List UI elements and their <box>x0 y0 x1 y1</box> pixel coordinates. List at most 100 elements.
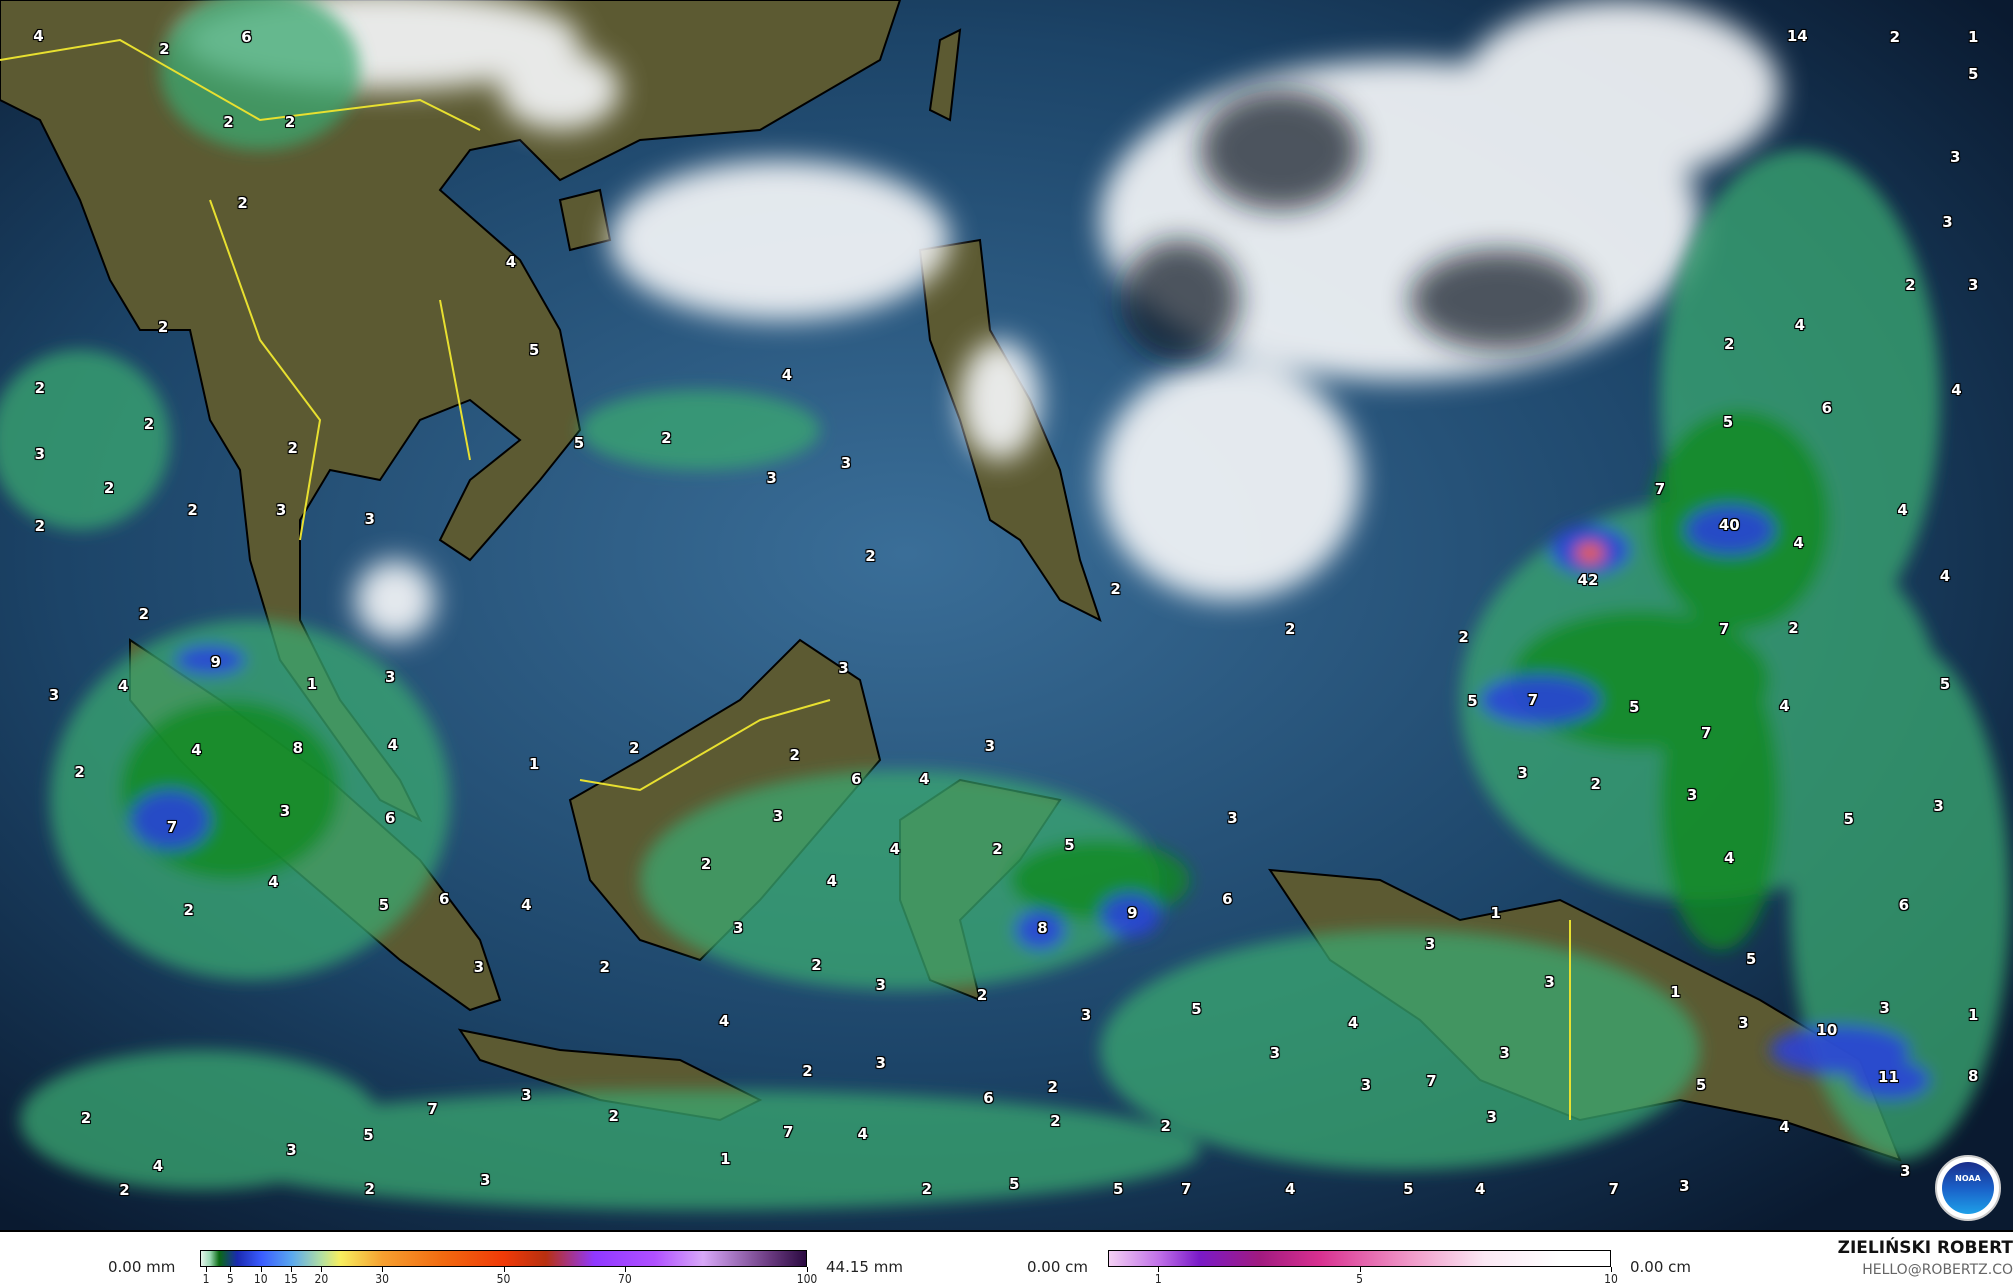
precip-value-label: 2 <box>1160 1116 1171 1135</box>
precip-value-label: 3 <box>984 736 996 755</box>
author-name: ZIELIŃSKI ROBERT <box>1837 1238 2013 1258</box>
precip-value-label: 2 <box>661 428 672 447</box>
precip-value-label: 5 <box>1112 1179 1124 1198</box>
precip-value-label: 3 <box>34 445 46 464</box>
precip-value-label: 1 <box>528 754 540 773</box>
precip-value-label: 4 <box>1475 1179 1486 1198</box>
precip-value-label: 2 <box>284 112 296 131</box>
precip-value-label: 3 <box>1950 147 1961 166</box>
tick-mark <box>1359 1267 1361 1272</box>
precip-value-label: 3 <box>1517 763 1528 782</box>
precip-value-label: 3 <box>1544 973 1555 992</box>
precip-value-label: 5 <box>1629 698 1640 717</box>
precip-value-label: 7 <box>1181 1179 1192 1198</box>
tick-mark <box>807 1267 808 1272</box>
precip-value-label: 5 <box>1467 691 1478 710</box>
tick-label: 30 <box>375 1272 389 1286</box>
precip-value-label: 7 <box>1718 620 1730 639</box>
precip-value-label: 3 <box>1486 1107 1497 1126</box>
precip-value-label: 7 <box>1654 480 1666 499</box>
precip-value-label: 2 <box>811 956 822 975</box>
map-background <box>0 0 2013 1230</box>
tick-label: 1 <box>1154 1272 1162 1286</box>
tick-label: 1 <box>202 1272 210 1286</box>
precip-value-label: 6 <box>851 770 862 789</box>
precip-value-label: 4 <box>191 740 202 759</box>
precip-value-label: 3 <box>1679 1177 1690 1196</box>
tick-label: 5 <box>226 1272 234 1286</box>
precip-value-label: 5 <box>1967 65 1979 84</box>
precip-value-label: 5 <box>1843 810 1854 829</box>
precip-value-label: 4 <box>268 872 279 891</box>
precip-value-label: 1 <box>720 1150 731 1169</box>
precip-value-label: 7 <box>1426 1071 1437 1090</box>
precip-value-label: 2 <box>159 39 170 58</box>
precip-value-label: 5 <box>1722 413 1734 432</box>
snow-min-label: 0.00 cm <box>1027 1258 1089 1276</box>
precip-value-label: 3 <box>838 658 849 677</box>
precip-value-label: 2 <box>802 1061 813 1080</box>
legend: 0.00 mm 1 5 10 15 20 30 50 70 100 44.15 mm 0.00 … <box>0 1232 2013 1287</box>
precip-value-label: 2 <box>237 193 248 212</box>
precip-value-label: 2 <box>34 517 46 536</box>
precip-value-label: 3 <box>473 957 485 976</box>
precip-value-label: 3 <box>1424 934 1436 953</box>
precip-value-label: 3 <box>1360 1075 1372 1094</box>
precip-value-label: 3 <box>364 509 375 528</box>
precip-value-label: 2 <box>364 1179 375 1198</box>
precip-value-label: 3 <box>385 667 396 686</box>
tick-label: 15 <box>284 1272 298 1286</box>
tick-label: 70 <box>618 1272 632 1286</box>
precip-value-label: 42 <box>1577 571 1599 590</box>
precip-value-label: 4 <box>521 896 532 915</box>
rain-min-label: 0.00 mm <box>108 1258 176 1276</box>
precip-value-label: 3 <box>732 919 744 938</box>
precip-value-label: 5 <box>1745 949 1757 968</box>
tick-label: 5 <box>1356 1272 1363 1286</box>
precip-value-label: 2 <box>789 745 800 764</box>
precip-value-label: 2 <box>608 1106 619 1125</box>
precip-value-label: 2 <box>1724 335 1735 354</box>
precip-value-label: 1 <box>1967 1006 1979 1025</box>
author-credit: ZIELIŃSKI ROBERT HELLO@ROBERTZ.CO <box>1838 1238 2013 1278</box>
precip-value-label: 3 <box>875 975 886 994</box>
tick-mark <box>624 1267 626 1272</box>
snow-colorbar <box>1108 1250 1611 1267</box>
precip-value-label: 3 <box>1227 808 1238 827</box>
precip-value-label: 9 <box>210 653 221 672</box>
precip-value-label: 2 <box>1047 1078 1058 1097</box>
precip-value-label: 4 <box>919 770 930 789</box>
precip-value-label: 2 <box>628 739 640 758</box>
precip-value-label: 8 <box>1037 919 1048 938</box>
precip-value-label: 4 <box>1951 381 1962 400</box>
precip-value-label: 1 <box>1967 28 1979 47</box>
precip-value-label: 4 <box>1793 534 1804 553</box>
precip-value-label: 7 <box>166 817 178 836</box>
precip-value-label: 4 <box>33 26 44 45</box>
precip-value-label: 5 <box>528 341 540 360</box>
precip-value-label: 4 <box>1285 1179 1296 1198</box>
precip-value-label: 4 <box>1939 567 1951 586</box>
precip-value-label: 6 <box>1821 399 1833 418</box>
precip-value-label: 1 <box>1670 983 1681 1002</box>
precip-value-label: 3 <box>766 468 777 487</box>
tick-mark <box>1158 1267 1160 1272</box>
precip-value-label: 3 <box>840 454 852 473</box>
precip-value-label: 10 <box>1816 1020 1838 1039</box>
precip-value-label: 2 <box>1050 1111 1061 1130</box>
precip-value-label: 4 <box>1897 500 1908 519</box>
precip-value-label: 7 <box>783 1123 794 1142</box>
rain-max-label: 44.15 mm <box>826 1258 903 1276</box>
precip-value-label: 6 <box>983 1088 994 1107</box>
country-borders <box>0 38 1571 1120</box>
precip-value-label: 7 <box>1527 690 1539 709</box>
precip-value-label: 3 <box>480 1170 491 1189</box>
precip-value-label: 2 <box>865 546 876 565</box>
precip-value-label: 5 <box>1939 675 1951 694</box>
precip-value-label: 11 <box>1878 1068 1899 1087</box>
precip-value-label: 2 <box>143 414 155 433</box>
tick-label: 20 <box>314 1272 329 1286</box>
precip-value-label: 7 <box>427 1100 438 1119</box>
precip-value-label: 4 <box>857 1124 868 1143</box>
weather-map[interactable]: 4 2 6 2 2 2 2 4 5 4 5 2 3 3 2 2 3 2 2 2 2 3 3 2 2 2 2 42 40 7 4 7 2 5 7 5 7 4… <box>0 0 2013 1232</box>
